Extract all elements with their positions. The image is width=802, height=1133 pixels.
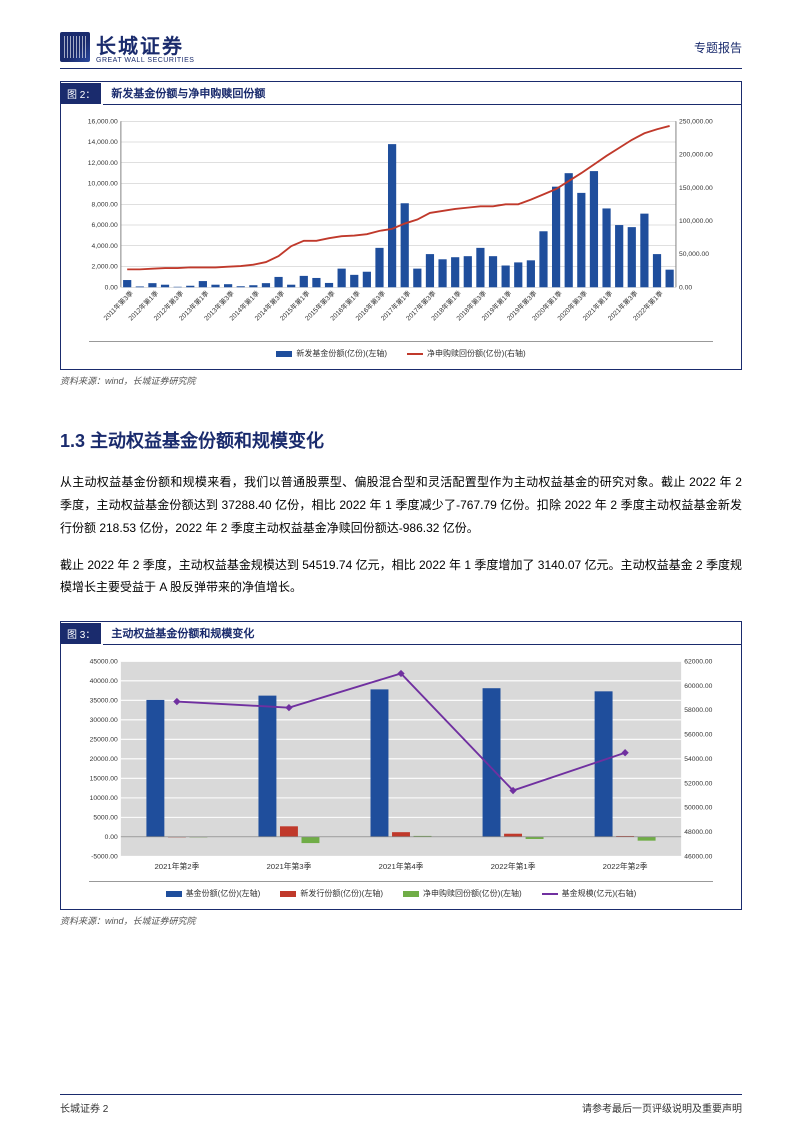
svg-text:0.00: 0.00 [679,284,692,291]
svg-text:58000.00: 58000.00 [684,707,712,714]
section-heading-1-3: 1.3 主动权益基金份额和规模变化 [60,427,742,453]
logo-block: 长城证券 GREAT WALL SECURITIES [60,30,194,64]
svg-text:2022年第1季: 2022年第1季 [491,861,536,871]
legend-item: 净申购赎回份额(亿份)(右轴) [407,348,526,359]
svg-text:2021年第3季: 2021年第3季 [266,861,311,871]
figure-2-legend: 新发基金份额(亿份)(左轴) 净申购赎回份额(亿份)(右轴) [89,341,713,365]
document-type-label: 专题报告 [694,39,742,56]
figure-2-body: 0.00 2,000.00 4,000.00 6,000.00 8,000.00 10,0… [61,105,741,369]
svg-text:50000.00: 50000.00 [684,805,712,812]
svg-text:2022年第2季: 2022年第2季 [603,861,648,871]
svg-text:30000.00: 30000.00 [90,717,118,724]
svg-text:0.00: 0.00 [105,834,118,841]
figure-2-tab: 图 2： [61,83,103,104]
page-header: 长城证券 GREAT WALL SECURITIES 专题报告 [60,30,742,69]
logo-main-text: 长城证券 [96,30,194,59]
svg-text:16,000.00: 16,000.00 [88,118,118,125]
svg-text:52000.00: 52000.00 [684,781,712,788]
svg-text:200,000.00: 200,000.00 [679,152,713,159]
svg-text:14,000.00: 14,000.00 [88,139,118,146]
svg-text:100,000.00: 100,000.00 [679,218,713,225]
figure-2-box: 图 2： 新发基金份额与净申购赎回份额 0.00 2,000.00 4,000.00… [60,81,742,370]
svg-text:-5000.00: -5000.00 [91,854,118,861]
svg-text:25000.00: 25000.00 [90,737,118,744]
svg-text:2,000.00: 2,000.00 [92,264,118,271]
svg-text:250,000.00: 250,000.00 [679,118,713,125]
svg-text:35000.00: 35000.00 [90,698,118,705]
svg-text:4,000.00: 4,000.00 [92,243,118,250]
svg-text:48000.00: 48000.00 [684,829,712,836]
svg-text:50,000.00: 50,000.00 [679,251,709,258]
figure-3-box: 图 3： 主动权益基金份额和规模变化 -5000.00 0.00 5000.00 10… [60,621,742,910]
svg-text:5000.00: 5000.00 [93,815,118,822]
footer-right: 请参考最后一页评级说明及重要声明 [582,1100,742,1115]
svg-text:54000.00: 54000.00 [684,756,712,763]
svg-text:0.00: 0.00 [105,284,118,291]
svg-text:8,000.00: 8,000.00 [92,201,118,208]
svg-text:2021年第4季: 2021年第4季 [379,861,424,871]
legend-item: 基金规模(亿元)(右轴) [542,888,637,899]
legend-item: 新发行份额(亿份)(左轴) [280,888,383,899]
svg-text:40000.00: 40000.00 [90,678,118,685]
svg-text:10000.00: 10000.00 [90,795,118,802]
figure-3-title: 主动权益基金份额和规模变化 [103,622,741,645]
svg-text:45000.00: 45000.00 [90,659,118,666]
svg-text:20000.00: 20000.00 [90,756,118,763]
svg-text:2021年第2季: 2021年第2季 [154,861,199,871]
svg-text:15000.00: 15000.00 [90,776,118,783]
figure-3-tab: 图 3： [61,623,103,644]
svg-text:60000.00: 60000.00 [684,683,712,690]
svg-text:12,000.00: 12,000.00 [88,160,118,167]
legend-item: 基金份额(亿份)(左轴) [166,888,261,899]
svg-text:56000.00: 56000.00 [684,732,712,739]
legend-item: 净申购赎回份额(亿份)(左轴) [403,888,522,899]
footer-left: 长城证券 2 [60,1100,108,1115]
svg-text:150,000.00: 150,000.00 [679,185,713,192]
greatwall-logo-icon [60,32,90,62]
figure-3-chart: -5000.00 0.00 5000.00 10000.00 15000.00 20000… [69,653,733,881]
svg-text:6,000.00: 6,000.00 [92,222,118,229]
figure-2-title-bar: 图 2： 新发基金份额与净申购赎回份额 [61,82,741,105]
section-para-2: 截止 2022 年 2 季度，主动权益基金规模达到 54519.74 亿元，相比… [60,554,742,600]
legend-item: 新发基金份额(亿份)(左轴) [276,348,387,359]
svg-text:10,000.00: 10,000.00 [88,181,118,188]
logo-sub-text: GREAT WALL SECURITIES [96,57,194,64]
figure-2-source: 资料来源：wind，长城证券研究院 [60,374,742,387]
page-footer: 长城证券 2 请参考最后一页评级说明及重要声明 [60,1094,742,1115]
figure-3-title-bar: 图 3： 主动权益基金份额和规模变化 [61,622,741,645]
figure-3-legend: 基金份额(亿份)(左轴) 新发行份额(亿份)(左轴) 净申购赎回份额(亿份)(左轴)… [89,881,713,905]
figure-3-body: -5000.00 0.00 5000.00 10000.00 15000.00 20000… [61,645,741,909]
figure-2-title: 新发基金份额与净申购赎回份额 [103,82,741,105]
figure-3-source: 资料来源：wind，长城证券研究院 [60,914,742,927]
section-para-1: 从主动权益基金份额和规模来看，我们以普通股票型、偏股混合型和灵活配置型作为主动权… [60,471,742,539]
svg-text:62000.00: 62000.00 [684,659,712,666]
figure-2-chart: 0.00 2,000.00 4,000.00 6,000.00 8,000.00 10,0… [69,113,733,341]
svg-text:46000.00: 46000.00 [684,854,712,861]
